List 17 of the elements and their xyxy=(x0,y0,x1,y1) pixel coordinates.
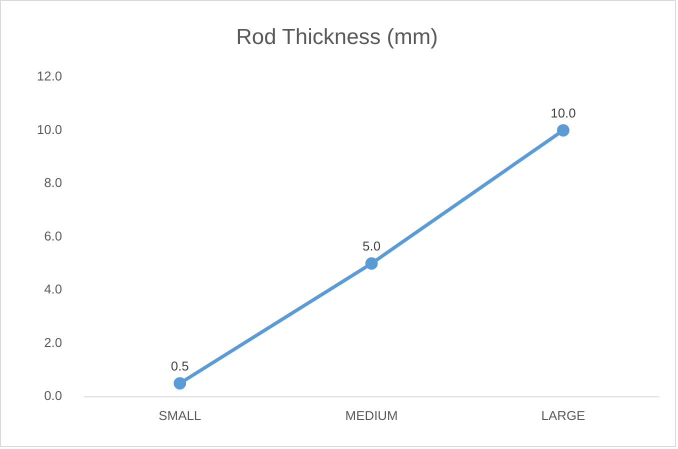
point xyxy=(556,124,570,137)
chart-title: Rod Thickness (mm) xyxy=(236,24,438,50)
data-label: 0.5 xyxy=(170,358,189,374)
point xyxy=(365,257,378,270)
y-tick-label: 0.0 xyxy=(44,388,62,404)
data-label: 10.0 xyxy=(550,105,576,120)
y-tick-label: 10.0 xyxy=(36,122,62,137)
y-tick-label: 6.0 xyxy=(44,228,62,244)
point xyxy=(174,377,186,390)
y-tick-label: 8.0 xyxy=(44,175,62,190)
y-tick-label: 4.0 xyxy=(44,282,62,297)
y-tick-label: 2.0 xyxy=(44,334,62,350)
x-tick-label: LARGE xyxy=(541,408,586,423)
x-tick-label: MEDIUM xyxy=(345,408,398,423)
y-tick-label: 12.0 xyxy=(36,68,62,84)
data-label: 5.0 xyxy=(362,238,381,254)
x-tick-label: SMALL xyxy=(158,408,202,423)
